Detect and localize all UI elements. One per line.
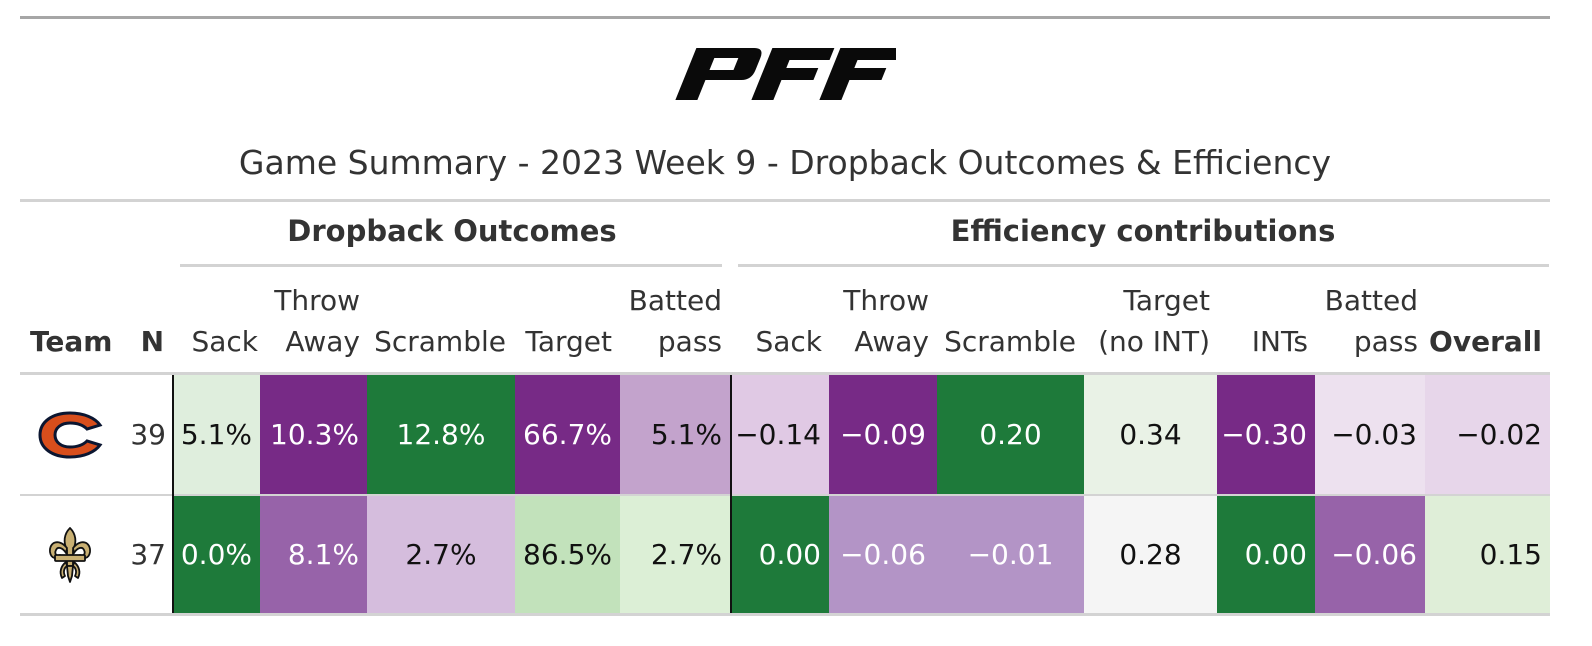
col-eff-throw-away: Throw Away [843, 284, 929, 358]
eff-throw-away-cell: −0.09 [829, 375, 937, 494]
bottom-rule [20, 613, 1550, 616]
group-divider-right [730, 375, 732, 613]
col-eff-target-no-int: Target (no INT) [1098, 284, 1210, 358]
page-title: Game Summary - 2023 Week 9 - Dropback Ou… [238, 143, 1332, 182]
eff-target-no-int-cell: 0.28 [1084, 496, 1217, 613]
dropback-sack-cell: 5.1% [174, 375, 260, 494]
col-eff-scramble: Scramble [944, 325, 1076, 358]
n-value: 37 [130, 538, 166, 571]
eff-scramble-cell: 0.20 [937, 375, 1084, 494]
group-dropback-underline [180, 264, 722, 267]
pff-logo [675, 48, 896, 100]
col-team: Team [30, 325, 113, 358]
col-eff-batted-pass: Batted pass [1324, 284, 1418, 358]
table-row: 39 5.1% 10.3% 12.8% 66.7% 5.1% −0.14 −0.… [20, 375, 1550, 494]
top-rule [20, 16, 1550, 19]
col-dropback-batted-pass: Batted pass [628, 284, 722, 358]
row-separator [20, 494, 1550, 496]
dropback-scramble-cell: 2.7% [367, 496, 515, 613]
col-dropback-target: Target [525, 325, 612, 358]
group-efficiency-contributions: Efficiency contributions [950, 214, 1336, 248]
eff-batted-pass-cell: −0.06 [1315, 496, 1425, 613]
dropback-target-cell: 86.5% [515, 496, 620, 613]
dropback-batted-pass-cell: 5.1% [620, 375, 730, 494]
col-dropback-scramble: Scramble [374, 325, 506, 358]
eff-target-no-int-cell: 0.34 [1084, 375, 1217, 494]
dropback-throw-away-cell: 10.3% [260, 375, 367, 494]
eff-sack-cell: 0.00 [732, 496, 829, 613]
dropback-sack-cell: 0.0% [174, 496, 260, 613]
group-efficiency-underline [738, 264, 1549, 267]
eff-ints-cell: −0.30 [1217, 375, 1315, 494]
dropback-scramble-cell: 12.8% [367, 375, 515, 494]
col-eff-sack: Sack [755, 325, 822, 358]
eff-scramble-cell: −0.01 [937, 496, 1084, 613]
eff-overall-cell: −0.02 [1425, 375, 1550, 494]
group-dropback-outcomes: Dropback Outcomes [287, 214, 617, 248]
bears-logo-icon [20, 375, 120, 494]
dropback-batted-pass-cell: 2.7% [620, 496, 730, 613]
saints-logo-icon [20, 496, 120, 613]
eff-batted-pass-cell: −0.03 [1315, 375, 1425, 494]
col-eff-overall: Overall [1429, 325, 1542, 358]
n-value: 39 [130, 418, 166, 451]
col-eff-ints: INTs [1251, 325, 1308, 358]
title-rule [20, 199, 1550, 202]
group-divider-left [172, 375, 174, 613]
col-dropback-throw-away: Throw Away [274, 284, 360, 358]
dropback-throw-away-cell: 8.1% [260, 496, 367, 613]
eff-throw-away-cell: −0.06 [829, 496, 937, 613]
header-rule [20, 372, 1550, 375]
dropback-target-cell: 66.7% [515, 375, 620, 494]
eff-overall-cell: 0.15 [1425, 496, 1550, 613]
col-n: N [140, 325, 164, 358]
eff-sack-cell: −0.14 [732, 375, 829, 494]
table-row: 37 0.0% 8.1% 2.7% 86.5% 2.7% 0.00 −0.06 … [20, 496, 1550, 613]
col-dropback-sack: Sack [191, 325, 258, 358]
eff-ints-cell: 0.00 [1217, 496, 1315, 613]
